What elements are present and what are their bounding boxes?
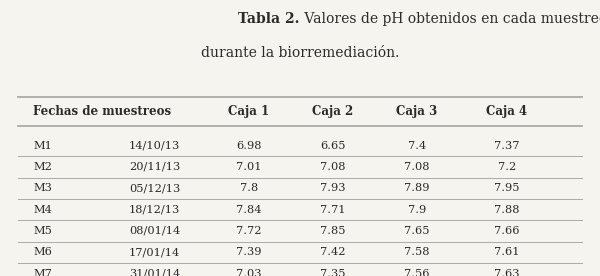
Text: 7.65: 7.65 (404, 226, 430, 236)
Text: 7.4: 7.4 (408, 140, 426, 151)
Text: Caja 4: Caja 4 (487, 105, 527, 118)
Text: 7.01: 7.01 (236, 162, 262, 172)
Text: 14/10/13: 14/10/13 (129, 140, 180, 151)
Text: 20/11/13: 20/11/13 (129, 162, 180, 172)
Text: Fechas de muestreos: Fechas de muestreos (33, 105, 171, 118)
Text: 7.58: 7.58 (404, 247, 430, 257)
Text: 7.61: 7.61 (494, 247, 520, 257)
Text: 7.85: 7.85 (320, 226, 346, 236)
Text: 7.71: 7.71 (320, 205, 346, 214)
Text: 7.39: 7.39 (236, 247, 262, 257)
Text: 7.84: 7.84 (236, 205, 262, 214)
Text: 7.72: 7.72 (236, 226, 262, 236)
Text: 7.88: 7.88 (494, 205, 520, 214)
Text: M5: M5 (33, 226, 52, 236)
Text: 7.2: 7.2 (498, 162, 516, 172)
Text: 6.98: 6.98 (236, 140, 262, 151)
Text: 7.37: 7.37 (494, 140, 520, 151)
Text: 6.65: 6.65 (320, 140, 346, 151)
Text: 17/01/14: 17/01/14 (129, 247, 180, 257)
Text: Tabla 2.: Tabla 2. (239, 12, 300, 26)
Text: 7.63: 7.63 (494, 269, 520, 276)
Text: 7.03: 7.03 (236, 269, 262, 276)
Text: M1: M1 (33, 140, 52, 151)
Text: 7.93: 7.93 (320, 183, 346, 193)
Text: 08/01/14: 08/01/14 (129, 226, 180, 236)
Text: 7.56: 7.56 (404, 269, 430, 276)
Text: Caja 2: Caja 2 (313, 105, 353, 118)
Text: M6: M6 (33, 247, 52, 257)
Text: 7.66: 7.66 (494, 226, 520, 236)
Text: Caja 3: Caja 3 (397, 105, 437, 118)
Text: M4: M4 (33, 205, 52, 214)
Text: Caja 1: Caja 1 (229, 105, 269, 118)
Text: 7.08: 7.08 (404, 162, 430, 172)
Text: M7: M7 (33, 269, 52, 276)
Text: 7.89: 7.89 (404, 183, 430, 193)
Text: 7.08: 7.08 (320, 162, 346, 172)
Text: 31/01/14: 31/01/14 (129, 269, 180, 276)
Text: 18/12/13: 18/12/13 (129, 205, 180, 214)
Text: M2: M2 (33, 162, 52, 172)
Text: 7.9: 7.9 (408, 205, 426, 214)
Text: 7.35: 7.35 (320, 269, 346, 276)
Text: 7.42: 7.42 (320, 247, 346, 257)
Text: 7.8: 7.8 (240, 183, 258, 193)
Text: durante la biorremediación.: durante la biorremediación. (201, 46, 399, 60)
Text: 7.95: 7.95 (494, 183, 520, 193)
Text: Valores de pH obtenidos en cada muestreo,: Valores de pH obtenidos en cada muestreo… (300, 12, 600, 26)
Text: M3: M3 (33, 183, 52, 193)
Text: 05/12/13: 05/12/13 (129, 183, 180, 193)
